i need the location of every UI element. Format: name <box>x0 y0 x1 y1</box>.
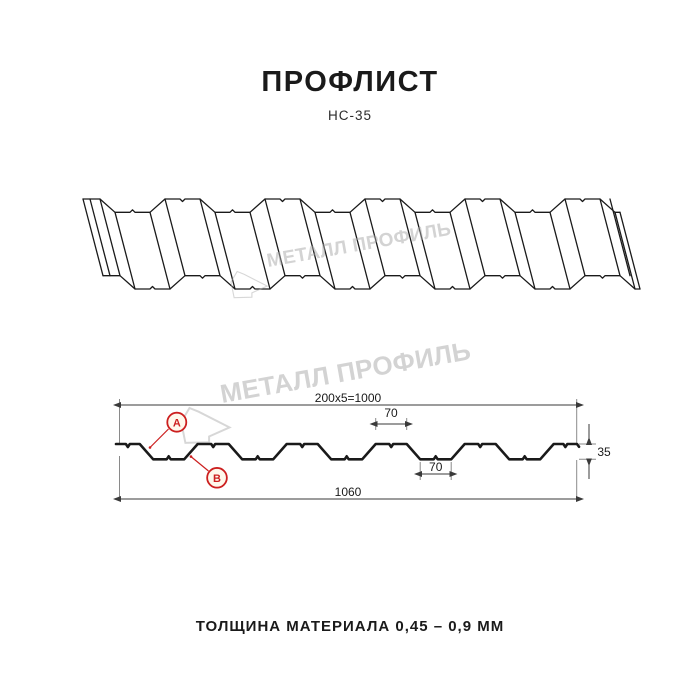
svg-text:1060: 1060 <box>335 485 362 499</box>
svg-text:70: 70 <box>429 460 443 474</box>
svg-text:B: B <box>213 473 221 485</box>
svg-text:A: A <box>173 417 181 429</box>
svg-text:200x5=1000: 200x5=1000 <box>315 391 382 405</box>
svg-text:70: 70 <box>384 406 398 420</box>
svg-text:35: 35 <box>597 445 611 459</box>
